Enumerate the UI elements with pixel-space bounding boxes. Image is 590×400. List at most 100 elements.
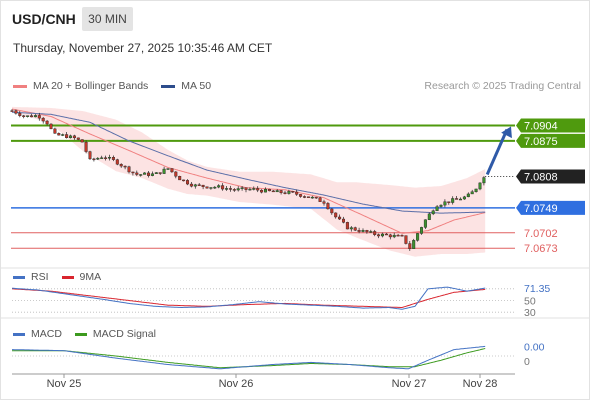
candle-body [361,230,365,232]
candle-body [322,201,326,204]
candle-body [61,134,65,136]
candle-body [353,227,357,231]
macd-legend: MACD MACD Signal [13,328,169,340]
candle-body [400,235,404,237]
candle-body [162,168,166,174]
legend-ma50: MA 50 [161,80,211,92]
pivot-tag: 7.0749 [516,200,585,215]
candle-body [131,171,135,174]
candle-body [314,196,318,199]
candle-body [295,191,299,195]
candle-body [189,183,193,187]
candle-body [37,115,41,119]
candle-body [76,137,80,140]
candle-body [232,189,236,191]
x-tick-label: Nov 28 [463,378,498,390]
macd-value-label: 0.00 [524,341,545,353]
legend-label: MA 50 [181,80,212,92]
credit-text: Research © 2025 Trading Central [424,80,581,92]
candle-body [45,120,49,125]
candle-body [197,184,201,186]
candle-body [412,240,416,249]
legend-rsi: RSI [13,271,49,283]
candle-body [455,198,459,200]
candle-body [104,157,108,159]
x-tick-label: Nov 25 [47,378,82,390]
macd-tick-label: 0 [524,356,530,368]
candle-body [306,196,310,198]
candle-body [119,164,123,167]
candle-body [447,201,451,203]
legend-label: MA 20 + Bollinger Bands [33,80,149,92]
candle-body [357,230,361,232]
candle-body [88,151,92,160]
candle-body [41,117,45,122]
timeframe-button[interactable]: 30 MIN [82,7,133,31]
legend-label: RSI [31,271,49,283]
candle-body [248,188,252,191]
candle-body [123,165,127,168]
candle-body [431,210,435,215]
forecast-arrow-head [501,126,512,139]
candle-body [482,177,486,184]
tag-box [516,169,585,184]
candle-body [26,115,30,117]
candle-body [80,139,84,143]
legend-rsi-ma: 9MA [61,271,102,283]
candle-body [365,230,369,233]
symbol-title: USD/CNH [12,11,76,27]
rsi-tick-label: 30 [524,307,536,319]
candle-body [170,168,174,173]
forecast-arrow [485,128,509,176]
candle-body [338,216,342,220]
candle-body [236,188,240,191]
candle-body [373,231,377,235]
candle-body [377,234,381,237]
candle-body [14,110,18,114]
tag-label: 7.0808 [524,171,558,183]
candle-body [224,188,228,190]
candle-body [459,198,463,201]
candle-body [462,196,466,200]
candle-body [443,201,447,206]
candle-body [115,159,119,165]
candle-body [396,234,400,237]
candle-body [127,166,131,173]
candle-body [392,234,396,238]
candle-body [275,190,279,193]
legend-label: 9MA [79,271,102,283]
rsi-ma-line [11,288,486,308]
rsi-tick-label: 50 [524,296,536,308]
candle-body [84,141,88,152]
legend-swatch [13,332,25,336]
candle-body [33,115,37,118]
candle-body [146,172,150,176]
candle-body [22,115,26,117]
tag-label: 7.0749 [524,203,558,215]
candle-body [68,135,72,139]
candles [10,109,486,251]
candle-body [283,192,287,194]
candle-body [420,227,424,234]
candle-body [318,197,322,202]
tag-label: 7.0875 [524,136,558,148]
bollinger-band [12,106,486,257]
candle-body [349,227,353,230]
rsi-legend: RSI 9MA [13,271,114,283]
candle-body [143,172,147,175]
x-tick-label: Nov 27 [392,378,427,390]
candle-body [135,172,139,175]
candle-body [466,193,470,198]
legend-label: MACD Signal [92,328,156,340]
candle-body [111,157,115,160]
candle-body [342,218,346,223]
candle-body [345,222,349,230]
ma50-line [11,111,486,214]
rsi-value-label: 71.35 [524,283,550,295]
candle-body [427,213,431,220]
resistance-tag: 7.0875 [516,133,585,148]
candle-body [228,188,232,190]
candle-body [388,234,392,238]
candle-body [201,184,205,187]
